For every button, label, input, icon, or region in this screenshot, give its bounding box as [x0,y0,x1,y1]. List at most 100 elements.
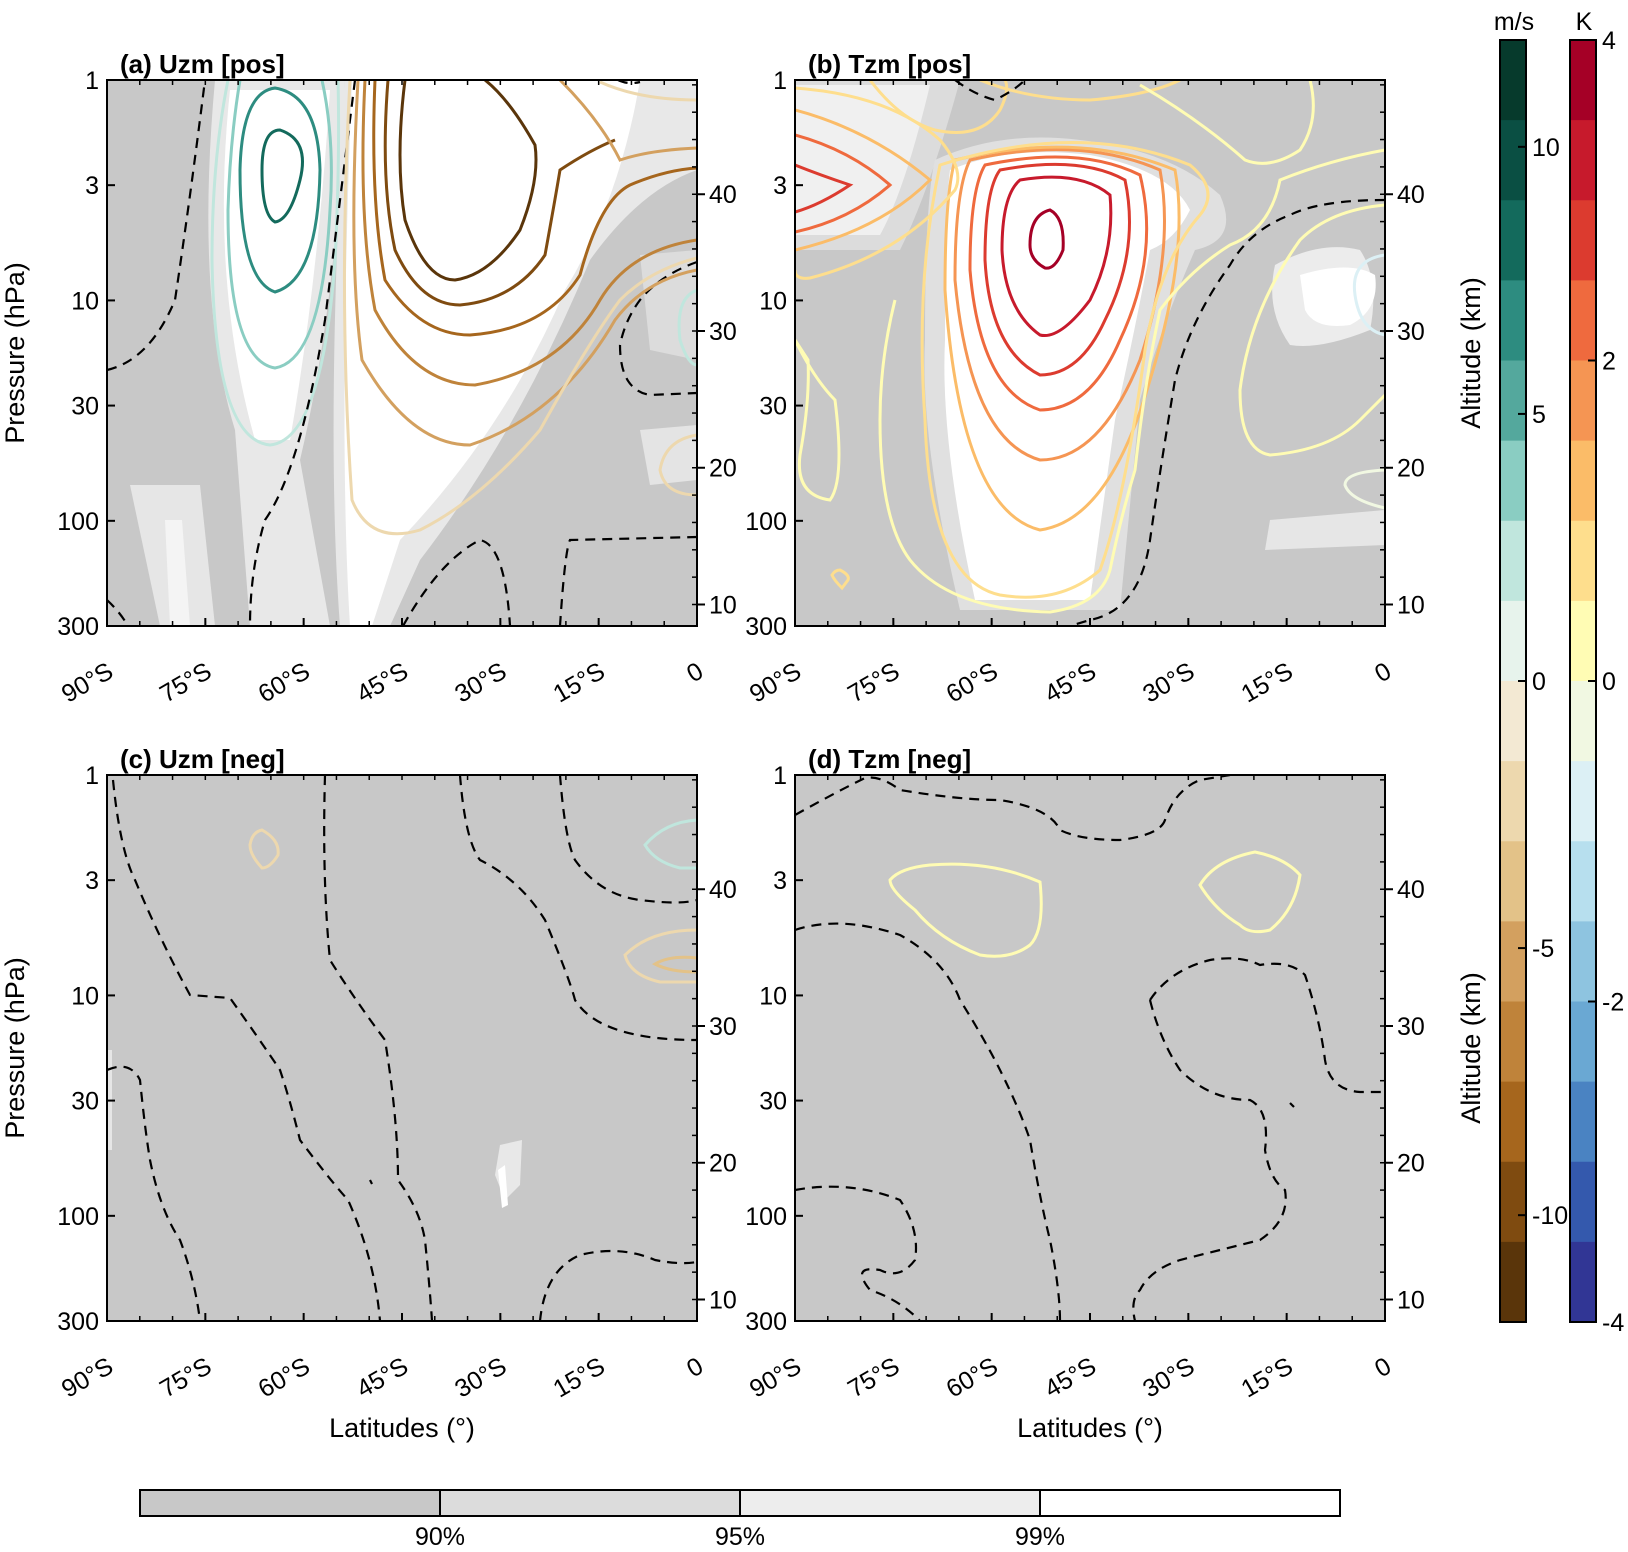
y-tick-label: 3 [85,867,99,895]
colorbar-temp-segment [1570,280,1596,361]
colorbar-temp-segment [1570,761,1596,842]
y-tick-label: 10 [71,287,99,315]
contour-t-eq-0.3 [1238,203,1385,457]
colorbar-significance-segment [140,1490,441,1516]
contour-u-neg-4-c [651,955,697,974]
x-tick-label: 90°S [745,657,806,708]
contour-u-neg-2-c [248,828,280,870]
y-tick-label: 1 [773,67,787,95]
panel-d-y2label: Altitude (km) [1456,972,1486,1124]
colorbar-wind: m/s 10 5 0 -5 -10 [1494,8,1568,1323]
colorbar-temp-segment [1570,1081,1596,1163]
x-tick-label: 15°S [1236,657,1297,708]
colorbar-wind-segment [1500,360,1526,442]
y-tick-label: 100 [57,1203,99,1231]
x-tick-label: 60°S [941,1352,1002,1403]
y2-tick-label: 20 [1397,1150,1425,1178]
contour-u-zero-c3 [107,1065,202,1321]
panel-b-yticks: 1 3 10 30 100 300 [745,67,803,641]
y-tick-label: 3 [773,867,787,895]
x-tick-label: 30°S [450,1352,511,1403]
contour-t-zero-d2 [795,922,1062,1321]
x-tick-label: 45°S [1040,657,1101,708]
contour-t-pos-d1 [888,862,1043,958]
colorbar-wind-segment [1500,1081,1526,1163]
contour-t-pos-3 [1000,175,1113,338]
contour-t-zero-d4 [1149,957,1385,1094]
y-tick-label: 30 [759,1088,787,1116]
panel-d-yticks: 1 3 10 30 100 300 [745,762,803,1336]
contour-t-pos-1.5 [953,148,1166,462]
colorbar-wind-segment [1500,40,1526,121]
y-tick-label: 100 [745,508,787,536]
x-tick-label: 60°S [253,657,314,708]
panel-a-y2ticks: 10 20 30 40 [692,84,737,620]
x-tick-label: 75°S [155,1352,216,1403]
panel-c-significance-fill [107,1050,522,1208]
contour-t-upper-0.3 [979,80,1181,102]
panel-a-title: (a) Uzm [pos] [120,49,285,79]
panel-d-xlabel: Latitudes (°) [1017,1413,1163,1443]
x-tick-label: 45°S [1040,1352,1101,1403]
colorbar-significance-tick-label: 99% [1015,1523,1065,1551]
y-tick-label: 1 [773,762,787,790]
colorbar-wind-tick-label: 10 [1532,134,1560,162]
colorbar-temp-segment [1570,841,1596,922]
colorbar-significance-segment [1040,1490,1341,1516]
panel-c-background [107,775,697,1321]
y-tick-label: 1 [85,762,99,790]
y-tick-label: 300 [745,613,787,641]
colorbar-wind-segments [1500,40,1526,1323]
colorbar-temp-ticks: 4 2 0 -2 -4 [1588,27,1624,1337]
y-tick-label: 300 [745,1308,787,1336]
x-tick-label: 0 [1370,1352,1396,1383]
y-tick-label: 10 [759,287,787,315]
colorbar-wind-segment [1500,761,1526,842]
contour-u-neg-10 [383,80,616,307]
contour-u-zero-4 [402,538,512,626]
x-tick-label: 90°S [57,657,118,708]
panel-a: (a) Uzm [pos] Pressure (hPa) 90°S 75°S 60°… [0,49,737,708]
contour-t-eq-neg [1352,253,1385,337]
contour-t-polar-2 [795,163,854,214]
colorbar-wind-tick-label: 5 [1532,401,1546,429]
panel-c: (c) Uzm [neg] Pressure (hPa) Latitudes (… [0,744,737,1443]
y2-tick-label: 20 [709,1150,737,1178]
y-tick-label: 3 [85,172,99,200]
y2-tick-label: 40 [1397,181,1425,209]
colorbar-significance-tick-label: 90% [415,1523,465,1551]
x-tick-label: 75°S [843,657,904,708]
contour-t-eq-0.2 [1343,468,1385,510]
y2-tick-label: 40 [709,181,737,209]
colorbar-temp-tick-label: 2 [1602,348,1616,376]
contour-u-zero-c4 [458,775,697,1042]
x-tick-label: 30°S [1138,657,1199,708]
x-tick-label: 75°S [843,1352,904,1403]
colorbar-temp-segment [1570,40,1596,121]
colorbar-temp-tick-label: 4 [1602,27,1616,55]
panel-b-y2ticks: 10 20 30 40 [1380,84,1425,620]
colorbar-significance-tick-label: 95% [715,1523,765,1551]
contour-t-zero-1 [954,80,1026,102]
panel-b: (b) Tzm [pos] Altitude (km) 90°S 75°S 60°S… [745,49,1486,708]
y-tick-label: 100 [745,1203,787,1231]
x-tick-label: 45°S [352,657,413,708]
y2-tick-label: 30 [709,1013,737,1041]
y2-tick-label: 40 [1397,876,1425,904]
colorbar-wind-segment [1500,1001,1526,1083]
contour-u-pos-1-c [643,818,697,870]
colorbar-temp-segment [1570,360,1596,442]
contour-u-neg-2b [599,80,697,102]
y2-tick-label: 20 [709,455,737,483]
colorbar-wind-segment [1500,1161,1526,1243]
contour-u-zero-c6 [538,1249,697,1321]
y-tick-label: 1 [85,67,99,95]
panel-b-y2label: Altitude (km) [1456,277,1486,429]
colorbar-wind-segment [1500,921,1526,1002]
x-tick-label: 15°S [548,1352,609,1403]
contour-u-neg-8 [372,80,697,337]
x-tick-label: 15°S [548,657,609,708]
colorbar-temp-label: K [1576,8,1593,36]
colorbar-temp-tick-label: 0 [1602,668,1616,696]
contour-u-neg-4 [352,80,697,447]
